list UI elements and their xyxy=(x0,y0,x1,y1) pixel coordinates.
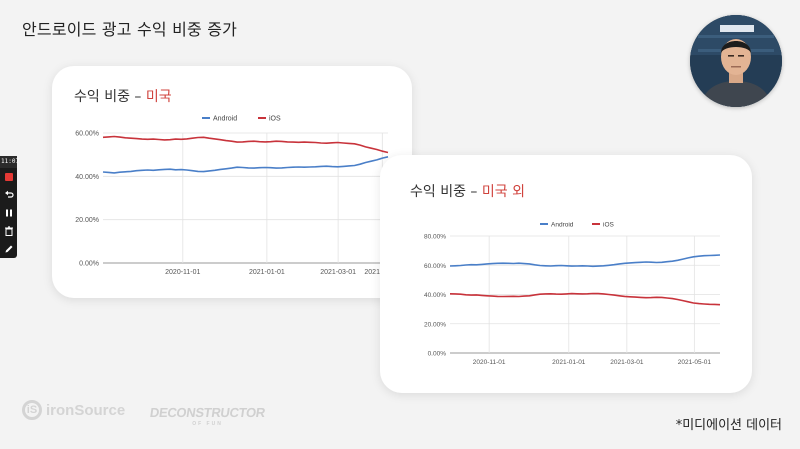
intl-x-tick-label: 2021-01-01 xyxy=(552,359,586,366)
intl-x-tick-label: 2021-05-01 xyxy=(678,359,712,366)
ironsource-wordmark: ironSource xyxy=(46,401,126,419)
pen-button[interactable] xyxy=(0,240,17,258)
chart-title-us-prefix: 수익 비중 – xyxy=(74,89,146,105)
chart-card-us: 수익 비중 – 미국 0.00% 20.00% 40.00% 60.00% 2020-1… xyxy=(52,66,412,298)
deconstructor-wordmark: DECONSTRUCTOR xyxy=(148,405,267,420)
us-y-tick-label: 0.00% xyxy=(79,261,99,268)
deconstructor-logo: DECONSTRUCTOR OF FUN xyxy=(148,405,267,427)
chart-intl: 0.00% 20.00% 40.00% 60.00% 80.00% 2020-11-01 2… xyxy=(424,222,721,366)
us-y-tick-label: 40.00% xyxy=(75,174,99,181)
record-stop-button[interactable] xyxy=(0,168,17,186)
us-y-tick-label: 60.00% xyxy=(75,131,99,138)
intl-series-android xyxy=(449,254,721,268)
chart-title-intl-accent: 미국 외 xyxy=(481,184,525,200)
chart-title-us-accent: 미국 xyxy=(145,89,172,105)
us-legend-label-ios: iOS xyxy=(269,116,281,123)
us-series-ios xyxy=(102,135,389,154)
us-x-tick-label: 2021-03-01 xyxy=(320,269,356,276)
slide-title: 안드로이드 광고 수익 비중 증가 xyxy=(22,20,238,39)
delete-button[interactable] xyxy=(0,222,17,240)
chart-title-us: 수익 비중 – 미국 xyxy=(74,86,172,106)
intl-x-tick-label: 2021-03-01 xyxy=(610,359,644,366)
undo-icon xyxy=(4,190,14,198)
us-x-tick-label: 2021-01-01 xyxy=(249,269,285,276)
pause-button[interactable] xyxy=(0,204,17,222)
pause-icon xyxy=(5,209,12,217)
footnote: *미디에이션 데이터 xyxy=(675,418,782,433)
ironsource-logo: iS ironSource xyxy=(22,400,125,420)
pen-icon xyxy=(5,245,12,253)
intl-y-tick-label: 0.00% xyxy=(428,351,447,358)
record-stop-icon xyxy=(4,173,13,181)
trash-icon xyxy=(4,226,13,236)
ironsource-badge: iS xyxy=(22,400,42,420)
intl-legend-label-ios: iOS xyxy=(603,222,615,229)
us-x-tick-label: 2020-11-01 xyxy=(165,269,200,276)
intl-x-tick-label: 2020-11-01 xyxy=(473,359,506,366)
us-y-tick-label: 20.00% xyxy=(75,217,99,224)
chart-title-intl: 수익 비중 – 미국 외 xyxy=(410,181,525,201)
recording-time: 11:07 xyxy=(0,156,19,168)
us-series-android xyxy=(102,156,389,174)
intl-legend-label-android: Android xyxy=(551,222,574,229)
chart-card-intl: 수익 비중 – 미국 외 0.00% 20.00% 40.00% 60.00% 80.0… xyxy=(380,155,752,393)
undo-button[interactable] xyxy=(0,186,17,204)
intl-y-tick-label: 80.00% xyxy=(424,234,446,241)
intl-y-tick-label: 20.00% xyxy=(424,321,446,328)
chart-title-intl-prefix: 수익 비중 – xyxy=(410,184,482,200)
intl-y-tick-label: 40.00% xyxy=(424,292,446,299)
intl-y-tick-label: 60.00% xyxy=(424,263,446,270)
presenter-image xyxy=(690,15,782,107)
deconstructor-subtitle: OF FUN xyxy=(192,421,223,427)
recording-toolbar: 11:07 xyxy=(0,156,19,258)
chart-us: 0.00% 20.00% 40.00% 60.00% 2020-11-01 2021-01… xyxy=(75,116,400,277)
intl-series-ios xyxy=(449,292,721,306)
webcam-overlay xyxy=(690,15,782,107)
us-legend-label-android: Android xyxy=(213,116,237,123)
